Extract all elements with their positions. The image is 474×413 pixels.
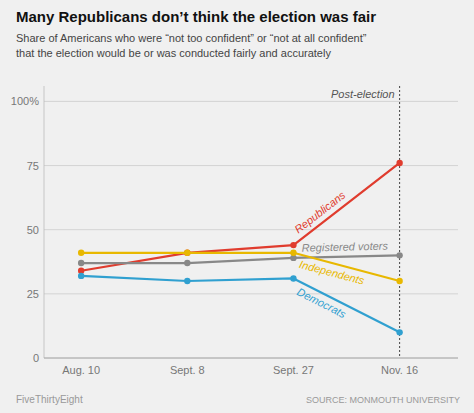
series-line — [81, 255, 399, 263]
grid-line — [44, 101, 458, 102]
series-line — [81, 276, 399, 332]
subtitle: that the election would be or was conduc… — [16, 47, 331, 59]
plot — [78, 160, 403, 336]
x-axis-line — [44, 358, 458, 359]
y-tick-label: 75 — [27, 160, 39, 172]
background — [0, 0, 474, 413]
y-axis-line — [44, 86, 45, 358]
y-tick-label: 50 — [27, 224, 39, 236]
marker — [78, 250, 84, 256]
marker — [184, 260, 190, 266]
chart: Many Republicans don’t think the electio… — [0, 0, 474, 413]
grid-line — [44, 229, 458, 230]
marker — [184, 278, 190, 284]
annotation: Post-election — [331, 88, 395, 100]
y-axis: 0 25 50 75 100% — [11, 86, 458, 364]
source: SOURCE: MONMOUTH UNIVERSITY — [306, 395, 460, 405]
grid-line — [44, 358, 458, 359]
grid-line — [44, 293, 458, 294]
marker — [290, 242, 296, 248]
x-tick-label: Sept. 8 — [170, 364, 205, 376]
x-tick-label: Sept. 27 — [273, 364, 314, 376]
y-tick-label: 0 — [33, 352, 39, 364]
marker — [396, 278, 402, 284]
x-tick-label: Aug. 10 — [62, 364, 100, 376]
marker — [396, 329, 402, 335]
series-label: Independents — [298, 258, 366, 287]
marker — [396, 160, 402, 166]
marker — [396, 252, 402, 258]
subtitle: Share of Americans who were “not too con… — [16, 32, 367, 44]
marker — [184, 250, 190, 256]
series-label: Republicans — [292, 189, 348, 236]
marker — [78, 273, 84, 279]
annotation-line — [399, 86, 400, 358]
marker — [290, 275, 296, 281]
y-tick-label: 100% — [11, 95, 39, 107]
marker — [290, 250, 296, 256]
footer: FiveThirtyEight — [16, 394, 83, 405]
y-tick-label: 25 — [27, 288, 39, 300]
series-label: Registered voters — [302, 240, 389, 254]
marker — [184, 250, 190, 256]
series-line — [81, 163, 399, 271]
series-labels: Republicans Registered voters Independents… — [292, 189, 388, 321]
x-tick-label: Nov. 16 — [381, 364, 418, 376]
series-label: Democrats — [295, 285, 348, 320]
marker — [78, 260, 84, 266]
title: Many Republicans don’t think the electio… — [16, 8, 376, 25]
